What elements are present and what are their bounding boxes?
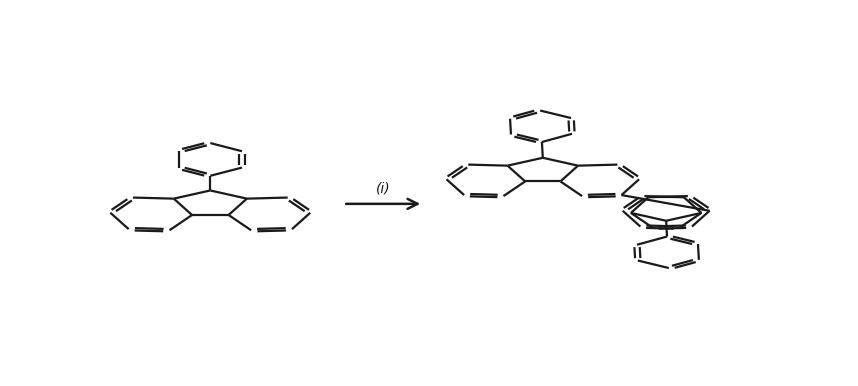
Text: (i): (i)	[376, 182, 390, 196]
